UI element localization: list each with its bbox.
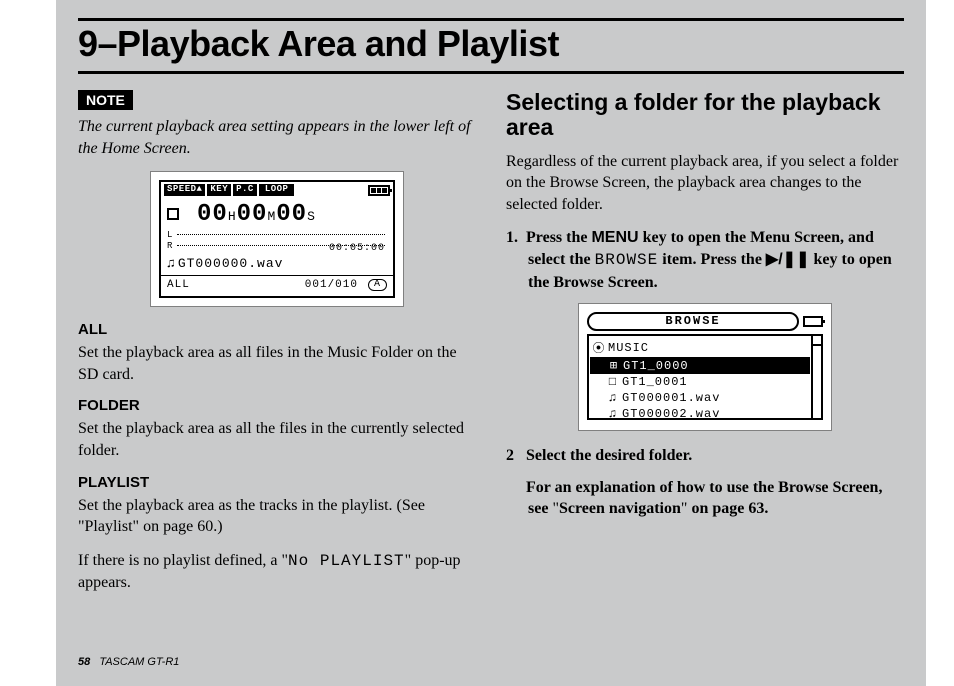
browse-title: BROWSE (587, 312, 799, 331)
all-text: Set the playback area as all files in th… (78, 342, 476, 385)
music-note-icon: ♫ (167, 257, 176, 270)
browse-title-row: BROWSE (587, 312, 823, 331)
step-note-b: on page 63. (687, 500, 768, 517)
lcd-chip-speed: SPEED▲ (164, 184, 205, 196)
step-2-num: 2 (506, 447, 514, 464)
lcd-chip-key: KEY (207, 184, 231, 196)
all-heading: ALL (78, 321, 476, 338)
browse-screen-figure: BROWSE ⦿MUSIC⊞GT1_0000□GT1_0001♫GT000001… (506, 303, 904, 431)
menu-key: MENU (591, 229, 638, 246)
browse-row-label: MUSIC (608, 341, 649, 355)
folder-heading: FOLDER (78, 397, 476, 414)
home-lcd-frame: SPEED▲ KEY P.C LOOP 00H00M00S (150, 171, 404, 307)
folder-icon: □ (607, 375, 619, 389)
lcd-index: 001/010 (305, 280, 358, 291)
play-pause-key-icon: ▶/❚❚ (766, 251, 810, 268)
note-icon: ♫ (607, 391, 619, 405)
left-column: NOTE The current playback area setting a… (78, 90, 476, 606)
screen-nav-ref: Screen navigation (559, 500, 681, 517)
step-1: 1. Press the MENU key to open the Menu S… (506, 227, 904, 293)
chapter-title-bar: 9–Playback Area and Playlist (78, 18, 904, 74)
lcd-chip-pc: P.C (233, 184, 257, 196)
browse-row: ⦿MUSIC (589, 338, 811, 357)
folder-plus-icon: ⊞ (608, 358, 620, 373)
page-footer: 58 TASCAM GT-R1 (78, 656, 179, 668)
note-icon: ♫ (607, 407, 619, 421)
browse-row: ♫GT000002.wav (589, 406, 811, 422)
lcd-area-label: ALL (167, 280, 190, 291)
timer-h: 00 (197, 201, 228, 228)
step-2: 2 Select the desired folder. (506, 445, 904, 467)
lcd-loop-pill: A (368, 279, 387, 291)
battery-icon (368, 185, 390, 196)
home-lcd: SPEED▲ KEY P.C LOOP 00H00M00S (159, 180, 395, 298)
playlist-text-2a: If there is no playlist defined, a " (78, 552, 288, 569)
browse-row-label: GT1_0000 (623, 359, 689, 373)
lcd-timer: 00H00M00S (197, 203, 316, 227)
chapter-title: 9–Playback Area and Playlist (78, 23, 904, 65)
step1-c: item. Press the (658, 251, 766, 268)
lcd-top-row: SPEED▲ KEY P.C LOOP (161, 182, 393, 196)
lcd-filename: GT000000.wav (178, 256, 284, 271)
browse-mono: BROWSE (595, 251, 659, 269)
step-note: For an explanation of how to use the Bro… (506, 477, 904, 520)
browse-row-label: GT000002.wav (622, 407, 720, 421)
browse-list: ⦿MUSIC⊞GT1_0000□GT1_0001♫GT000001.wav♫GT… (589, 336, 811, 418)
step1-a: Press the (526, 229, 591, 246)
step-2-text: Select the desired folder. (526, 447, 692, 464)
right-column: Selecting a folder for the playback area… (506, 90, 904, 606)
stop-icon (167, 208, 179, 220)
two-column-layout: NOTE The current playback area setting a… (78, 90, 904, 606)
browse-row: ⊞GT1_0000 (590, 357, 810, 374)
meter-l-label: L (167, 231, 177, 240)
folder-text: Set the playback area as all the files i… (78, 418, 476, 461)
folder-open-icon: ⦿ (593, 339, 605, 356)
home-screen-figure: SPEED▲ KEY P.C LOOP 00H00M00S (78, 171, 476, 307)
browse-list-box: ⦿MUSIC⊞GT1_0000□GT1_0001♫GT000001.wav♫GT… (587, 334, 823, 420)
lcd-file-row: ♫GT000000.wav (161, 254, 393, 273)
lcd-bottom-row: ALL 001/010 A (161, 276, 393, 294)
selecting-folder-heading: Selecting a folder for the playback area (506, 90, 904, 141)
page-number: 58 (78, 656, 90, 668)
timer-s: 00 (276, 201, 307, 228)
browse-row-label: GT000001.wav (622, 391, 720, 405)
playlist-heading: PLAYLIST (78, 474, 476, 491)
browse-row: ♫GT000001.wav (589, 390, 811, 406)
lcd-chip-loop: LOOP (259, 184, 295, 196)
timer-m: 00 (237, 201, 268, 228)
meter-l-bar (177, 234, 385, 237)
browse-scrollbar (811, 336, 821, 418)
note-text: The current playback area setting appear… (78, 116, 476, 159)
battery-icon (803, 316, 823, 327)
lcd-time-row: 00H00M00S (161, 196, 393, 229)
meter-r-label: R (167, 242, 177, 251)
no-playlist-mono: No PLAYLIST (288, 552, 405, 570)
selecting-folder-intro: Regardless of the current playback area,… (506, 151, 904, 216)
playlist-text-1: Set the playback area as the tracks in t… (78, 495, 476, 538)
browse-row: □GT1_0001 (589, 374, 811, 390)
note-badge: NOTE (78, 90, 133, 110)
playlist-text-2: If there is no playlist defined, a "No P… (78, 550, 476, 594)
step-1-num: 1. (506, 229, 518, 246)
browse-lcd-frame: BROWSE ⦿MUSIC⊞GT1_0000□GT1_0001♫GT000001… (578, 303, 832, 431)
browse-row-label: GT1_0001 (622, 375, 688, 389)
product-name: TASCAM GT-R1 (99, 656, 179, 668)
manual-page: 9–Playback Area and Playlist NOTE The cu… (56, 0, 926, 686)
browse-lcd: BROWSE ⦿MUSIC⊞GT1_0000□GT1_0001♫GT000001… (587, 312, 823, 422)
